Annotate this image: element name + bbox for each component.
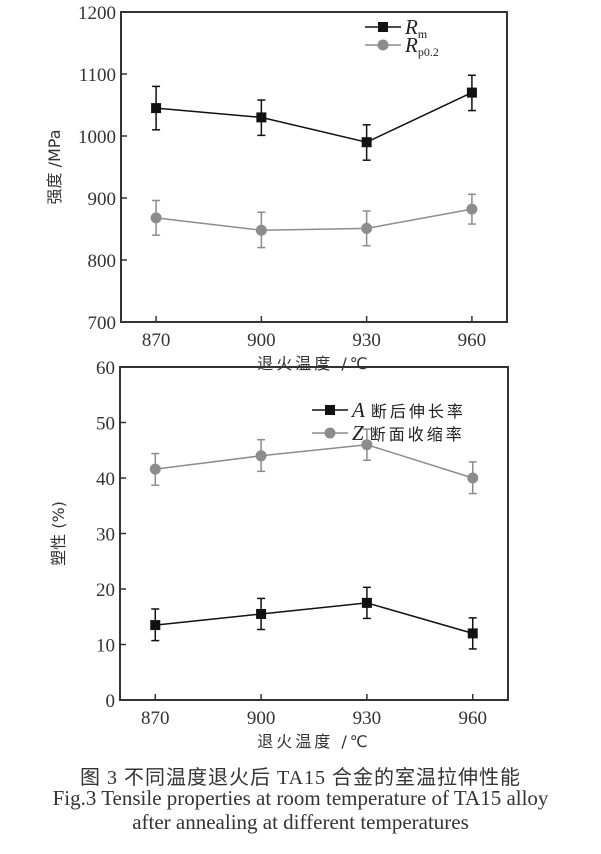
data-point — [361, 439, 373, 451]
series-line — [156, 208, 473, 231]
caption-chinese: 图 3 不同温度退火后 TA15 合金的室温拉伸性能 — [79, 767, 522, 789]
y-tick-label: 800 — [88, 251, 117, 272]
data-point — [256, 112, 267, 123]
data-point — [361, 137, 372, 148]
legend-label: Z 断面收缩率 — [352, 421, 465, 445]
data-point — [150, 620, 161, 631]
y-tick-label: 10 — [96, 636, 115, 657]
caption-english-line1: Fig.3 Tensile properties at room tempera… — [52, 786, 549, 810]
data-point — [361, 222, 373, 234]
y-tick-label: 30 — [96, 525, 115, 546]
legend-label: Rp0.2 — [404, 33, 439, 59]
data-point — [361, 597, 372, 608]
caption-english-line2: after annealing at different temperature… — [132, 810, 469, 834]
y-tick-label: 0 — [106, 691, 116, 712]
series-1 — [150, 586, 478, 650]
data-point — [256, 608, 267, 619]
x-tick-label: 900 — [247, 330, 276, 351]
y-tick-label: 900 — [88, 189, 117, 210]
data-point — [151, 103, 162, 114]
x-tick-label: 930 — [353, 708, 382, 729]
y-tick-label: 40 — [96, 469, 115, 490]
series-1 — [151, 74, 477, 161]
x-tick-label: 960 — [458, 708, 487, 729]
y-tick-label: 50 — [96, 414, 115, 435]
legend-label: Rm — [404, 15, 428, 41]
data-point — [255, 450, 267, 462]
legend-label: A 断后伸长率 — [350, 398, 466, 422]
y-axis-label: 强度 /MPa — [45, 129, 64, 204]
data-point — [466, 87, 477, 98]
x-axis-label: 退火温度 /℃ — [257, 732, 370, 751]
legend-marker — [325, 405, 335, 415]
data-point — [149, 463, 161, 475]
series-line — [155, 443, 473, 479]
x-tick-label: 870 — [141, 708, 170, 729]
x-tick-label: 960 — [458, 330, 487, 351]
legend-marker — [324, 427, 336, 439]
y-tick-label: 1200 — [78, 3, 116, 24]
x-axis-label: 退火温度 /℃ — [257, 354, 370, 373]
series-line — [155, 602, 473, 635]
x-tick-label: 870 — [142, 330, 171, 351]
legend-entry: Rp0.2 — [365, 33, 439, 59]
plot-frame — [120, 11, 508, 323]
y-tick-label: 60 — [96, 358, 115, 379]
chart-2: 0 10 20 30 40 50 60 870 900 930 960 退火温度 /℃ 塑性 (%) A 断… — [49, 358, 509, 751]
legend-entry: Rm — [365, 15, 428, 41]
x-tick-label: 930 — [352, 330, 381, 351]
y-tick-label: 1100 — [79, 65, 116, 86]
series-2 — [150, 193, 478, 249]
data-point — [255, 224, 267, 236]
data-point — [466, 203, 478, 215]
legend-marker — [378, 22, 388, 32]
legend-entry: Z 断面收缩率 — [312, 421, 465, 445]
data-point — [467, 472, 479, 484]
legend-entry: A 断后伸长率 — [312, 398, 466, 422]
y-axis-label: 塑性 (%) — [49, 501, 68, 566]
series-2 — [149, 428, 479, 495]
series-line — [156, 91, 473, 143]
chart-1: 700 800 900 1000 1100 1200 870 900 930 960 退火温度 /℃… — [45, 3, 508, 373]
data-point — [150, 212, 162, 224]
legend-marker — [377, 39, 389, 51]
x-tick-label: 900 — [247, 708, 276, 729]
data-point — [467, 628, 478, 639]
y-tick-label: 700 — [88, 313, 117, 334]
y-tick-label: 1000 — [78, 127, 116, 148]
y-tick-label: 20 — [96, 580, 115, 601]
